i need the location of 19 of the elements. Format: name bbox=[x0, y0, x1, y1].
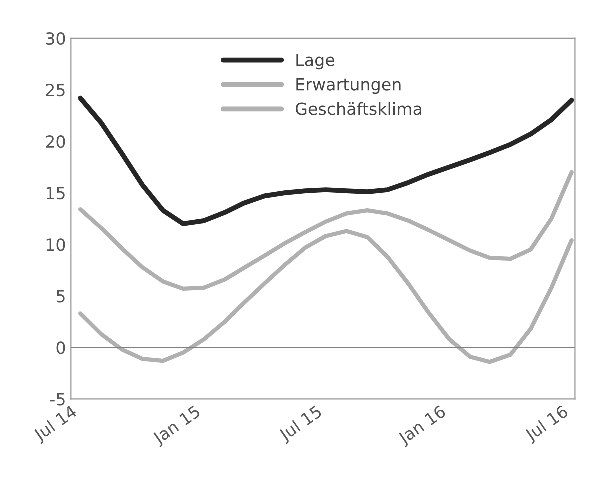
y-tick-label: 0 bbox=[56, 342, 66, 354]
x-tick-label: Jan 15 bbox=[152, 405, 203, 448]
legend-label: Erwartungen bbox=[296, 78, 401, 94]
line-series bbox=[78, 96, 574, 226]
x-tick-label: Jan 16 bbox=[396, 404, 448, 448]
x-tick-label: Jul 14 bbox=[32, 404, 80, 444]
legend-label: Geschäftsklima bbox=[296, 102, 422, 116]
y-tick-label: 25 bbox=[46, 84, 65, 97]
y-tick-label: 10 bbox=[46, 238, 66, 252]
y-tick-label: 30 bbox=[46, 32, 66, 46]
legend-label: Lage bbox=[296, 54, 334, 70]
line-series bbox=[78, 170, 574, 292]
y-tick-label: -5 bbox=[50, 393, 65, 406]
x-tick-label: Jul 15 bbox=[278, 404, 324, 444]
y-tick-label: 20 bbox=[46, 136, 66, 148]
x-tick-label: Jul 16 bbox=[524, 404, 571, 444]
y-tick-label: 5 bbox=[56, 290, 65, 303]
line-series bbox=[78, 229, 574, 364]
y-tick-label: 15 bbox=[46, 187, 65, 200]
